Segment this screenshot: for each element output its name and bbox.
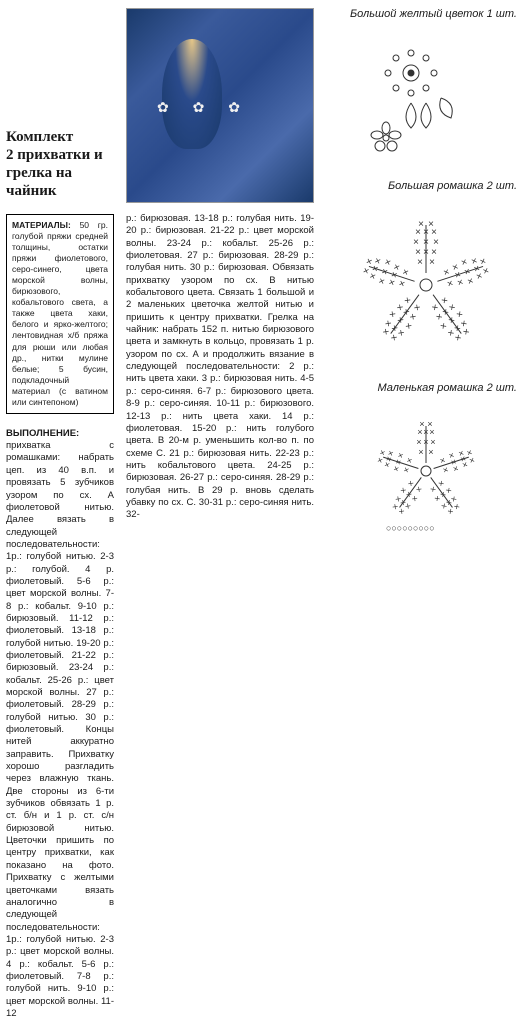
crochet-diagram-yellow-flower bbox=[356, 28, 496, 168]
execution-text-mid: р.: бирюзовая. 13-18 р.: голубая нить. 1… bbox=[126, 213, 314, 522]
svg-text:×: × bbox=[416, 258, 422, 269]
svg-text:×: × bbox=[428, 448, 433, 458]
middle-column: р.: бирюзовая. 13-18 р.: голубая нить. 1… bbox=[120, 0, 320, 700]
svg-text:×: × bbox=[422, 248, 428, 259]
execution-text-left: ВЫПОЛНЕНИЕ: прихватка с ромашками: набра… bbox=[6, 428, 114, 1020]
svg-text:×: × bbox=[412, 238, 418, 249]
svg-text:×: × bbox=[422, 238, 428, 249]
diagram-label-3: Маленькая ромашка 2 шт. bbox=[326, 382, 525, 396]
article-title: Комплект2 прихватки игрелка на чайник bbox=[6, 128, 114, 200]
crochet-diagram-big-daisy: ×× ××× ××× ××× ×× ××××××××××××× ××××××××… bbox=[341, 200, 511, 370]
svg-text:×: × bbox=[417, 220, 423, 231]
svg-text:×: × bbox=[401, 466, 412, 474]
execution-heading: ВЫПОЛНЕНИЕ: bbox=[6, 428, 79, 439]
product-photo bbox=[126, 8, 314, 203]
svg-text:×: × bbox=[416, 438, 421, 448]
svg-text:×: × bbox=[430, 438, 435, 448]
svg-text:×: × bbox=[439, 466, 450, 474]
materials-text: 50 гр. голубой пряжи средней толщины, ос… bbox=[12, 220, 108, 407]
materials-heading: МАТЕРИАЛЫ: bbox=[12, 220, 71, 230]
svg-text:○○○○○○○○○: ○○○○○○○○○ bbox=[386, 524, 435, 534]
svg-text:×: × bbox=[427, 220, 433, 231]
svg-text:×: × bbox=[395, 452, 406, 460]
svg-text:×: × bbox=[435, 457, 446, 465]
svg-text:×: × bbox=[419, 420, 424, 430]
svg-text:×: × bbox=[449, 465, 460, 473]
diagram-label-1: Большой желтый цветок 1 шт. bbox=[326, 8, 525, 22]
materials-box: МАТЕРИАЛЫ: 50 гр. голубой пряжи средней … bbox=[6, 214, 114, 414]
diagram-label-2: Большая ромашка 2 шт. bbox=[326, 180, 525, 194]
svg-text:×: × bbox=[397, 279, 409, 288]
svg-text:×: × bbox=[427, 420, 432, 430]
crochet-diagram-small-daisy: ×××××××××× ×××××××××× ×××××××××× ×××××××… bbox=[356, 401, 496, 541]
svg-text:×: × bbox=[428, 258, 434, 269]
svg-text:×: × bbox=[414, 248, 420, 259]
svg-text:×: × bbox=[418, 448, 423, 458]
right-column: Большой желтый цветок 1 шт. bbox=[320, 0, 531, 700]
svg-text:×: × bbox=[423, 438, 428, 448]
execution-body-left: прихватка с ромашками: набрать цеп. из 4… bbox=[6, 440, 114, 1019]
svg-text:×: × bbox=[404, 457, 415, 465]
left-column: Комплект2 прихватки игрелка на чайник МА… bbox=[0, 0, 120, 700]
svg-text:×: × bbox=[432, 238, 438, 249]
svg-text:×: × bbox=[430, 248, 436, 259]
svg-text:×: × bbox=[383, 258, 395, 267]
